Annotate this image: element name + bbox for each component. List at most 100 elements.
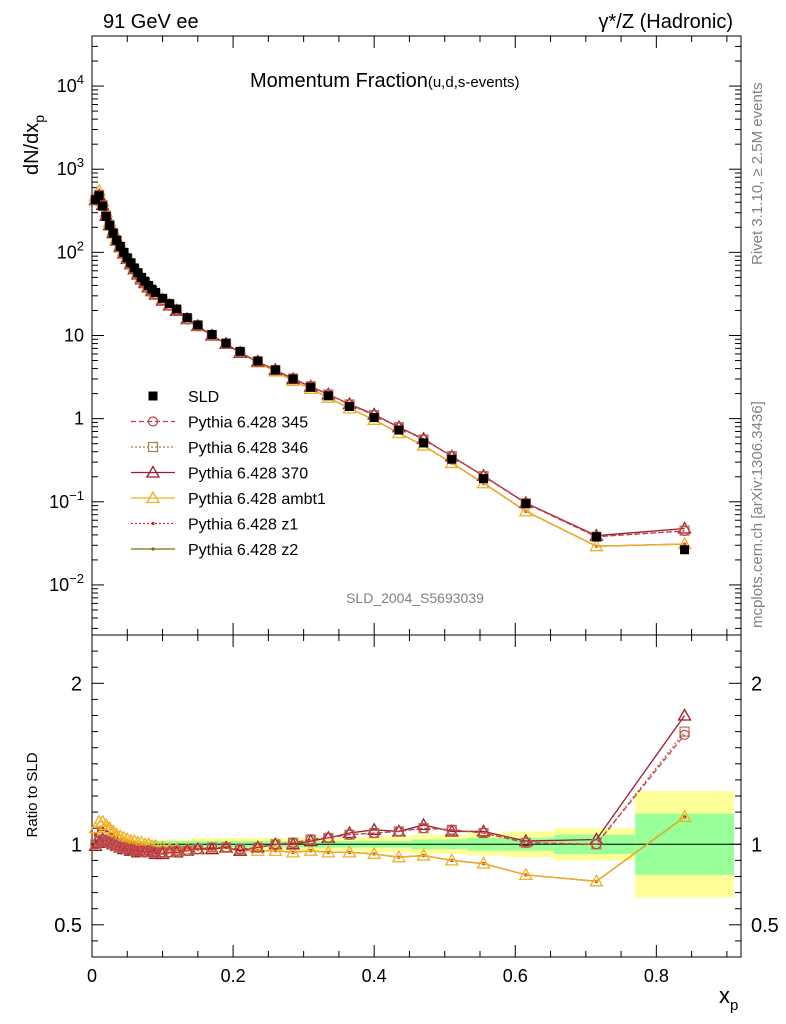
legend-marker — [151, 521, 155, 526]
ratio-point — [182, 845, 193, 856]
ratio-point — [285, 845, 301, 858]
ratio-line — [95, 734, 686, 854]
ratio-point — [270, 839, 281, 850]
y-axis-label: dN/dxp — [21, 115, 47, 175]
legend-label: Pythia 6.428 345 — [188, 415, 308, 432]
ratio-point — [444, 853, 459, 866]
x-tick-label: 0.8 — [644, 966, 669, 986]
ratio-point — [129, 845, 140, 856]
legend-marker — [147, 441, 159, 453]
legend-marker — [151, 547, 155, 551]
ratio-point — [444, 824, 459, 837]
data-point — [150, 287, 160, 297]
data-point — [108, 228, 118, 238]
data-point — [680, 545, 690, 555]
series-main-2 — [90, 189, 690, 542]
ratio-point — [478, 827, 489, 839]
main-panel: 10−2 10−1 1 10 102 103 104 — [49, 35, 742, 636]
ratio-point — [323, 832, 334, 843]
ratio-point — [367, 846, 382, 860]
legend-label: Pythia 6.428 370 — [188, 466, 308, 483]
series-line — [95, 194, 685, 537]
legend-label: Pythia 6.428 346 — [188, 440, 308, 457]
data-point — [172, 304, 182, 314]
ratio-point — [393, 826, 404, 837]
series-line — [94, 189, 685, 547]
ratio-point — [132, 845, 143, 856]
ratio-point — [250, 843, 265, 856]
series-line — [94, 190, 685, 547]
data-point — [133, 268, 143, 278]
data-point — [253, 356, 263, 366]
ratio-point — [321, 845, 336, 858]
legend-entry-6: Pythia 6.428 z2 — [131, 542, 298, 559]
ratio-point — [204, 841, 220, 855]
legend-marker — [147, 416, 159, 427]
data-point — [419, 438, 429, 448]
ratio-point — [391, 849, 406, 863]
data-point — [182, 313, 192, 323]
data-point — [119, 247, 129, 257]
ratio-tick-label: 0.5 — [54, 915, 82, 937]
y-tick-label: 103 — [57, 155, 84, 179]
ratio-point — [192, 844, 203, 855]
ratio-point — [93, 833, 98, 837]
y-tick-label: 102 — [57, 238, 84, 262]
header-right-label: γ*/Z (Hadronic) — [599, 11, 733, 33]
data-point — [344, 401, 354, 411]
data-point — [105, 221, 115, 231]
ratio-point — [206, 842, 218, 853]
ratio-tick-label-right: 1 — [751, 834, 762, 856]
ratio-point — [446, 824, 457, 835]
legend-entry-4: Pythia 6.428 ambt1 — [131, 490, 326, 508]
data-point — [518, 503, 533, 517]
series-line — [95, 193, 685, 538]
ratio-point — [157, 847, 168, 858]
series-line — [94, 191, 685, 547]
ratio-tick-label: 2 — [71, 673, 82, 695]
data-point — [221, 338, 231, 348]
ratio-tick-label: 1 — [71, 834, 82, 856]
y-tick-label: 10 — [64, 326, 84, 346]
x-axis-label: xp — [719, 983, 738, 1014]
legend-entry-1: Pythia 6.428 345 — [131, 415, 308, 432]
ratio-point — [476, 856, 491, 869]
data-point — [682, 542, 687, 546]
series-line — [95, 193, 685, 538]
ratio-point — [305, 834, 316, 845]
legend-entry-0: SLD — [148, 389, 219, 406]
series-ratio-1 — [90, 729, 690, 858]
ratio-point — [591, 839, 602, 850]
rivet-version-label: Rivet 3.1.10, ≥ 2.5M events — [749, 83, 766, 266]
ratio-point — [90, 839, 101, 850]
ratio-point — [677, 809, 692, 823]
ratio-point — [164, 847, 175, 858]
data-point — [589, 538, 604, 552]
ratio-point — [518, 867, 533, 881]
ratio-point — [235, 844, 246, 855]
ratio-point — [518, 833, 533, 847]
legend-label: Pythia 6.428 ambt1 — [188, 491, 326, 508]
data-point — [158, 293, 168, 303]
series-main-5 — [93, 190, 687, 548]
legend-label: SLD — [188, 389, 219, 406]
ratio-panel: 0 0.2 0.4 0.6 0.8 0.5 0.5 1 1 2 2 — [54, 634, 779, 986]
ratio-point — [677, 708, 692, 721]
ratio-point — [146, 847, 158, 858]
ratio-axis-label: Ratio to SLD — [24, 752, 41, 837]
y-tick-label: 104 — [57, 72, 84, 96]
data-point — [447, 454, 457, 464]
mcplots-label: mcplots.cern.ch [arXiv:1306.3436] — [749, 401, 766, 628]
legend-entry-5: Pythia 6.428 z1 — [131, 517, 298, 534]
data-point — [369, 413, 379, 423]
ratio-point — [679, 729, 690, 740]
ratio-point — [115, 842, 126, 853]
y-tick-label: 10−1 — [49, 488, 84, 512]
y-tick-label: 10−2 — [49, 571, 84, 595]
series-main-6 — [93, 190, 687, 548]
data-point — [288, 374, 298, 384]
header-left-label: 91 GeV ee — [103, 11, 199, 33]
ratio-point — [220, 842, 232, 853]
data-point — [112, 235, 122, 245]
